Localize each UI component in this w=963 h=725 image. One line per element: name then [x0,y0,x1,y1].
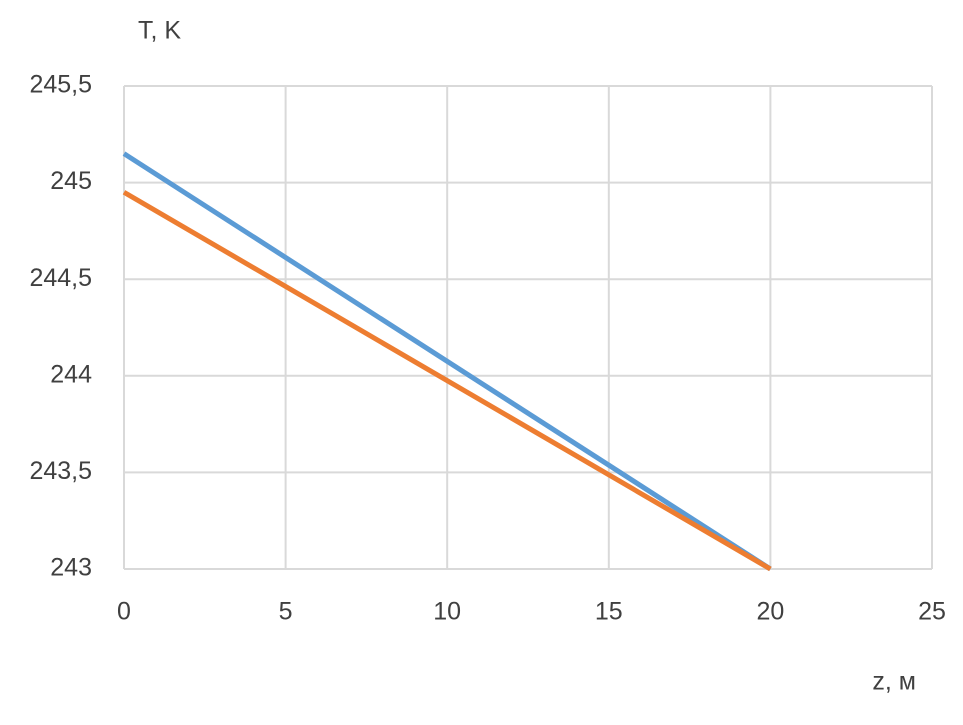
x-axis-label: z, м [872,668,916,696]
y-tick-label: 243,5 [29,457,92,485]
x-tick-label: 5 [279,598,293,626]
y-tick-label: 244,5 [29,264,92,292]
y-tick-label: 245,5 [29,71,92,99]
y-axis-label: T, K [138,17,181,45]
y-tick-label: 245 [50,167,92,195]
y-tick-label: 243 [50,554,92,582]
x-tick-label: 20 [756,598,784,626]
y-tick-label: 244 [50,360,92,388]
x-tick-label: 25 [918,598,946,626]
series-line [122,190,772,572]
x-tick-label: 0 [117,598,131,626]
x-tick-label: 10 [433,598,461,626]
x-tick-label: 15 [595,598,623,626]
series-line [122,151,772,572]
